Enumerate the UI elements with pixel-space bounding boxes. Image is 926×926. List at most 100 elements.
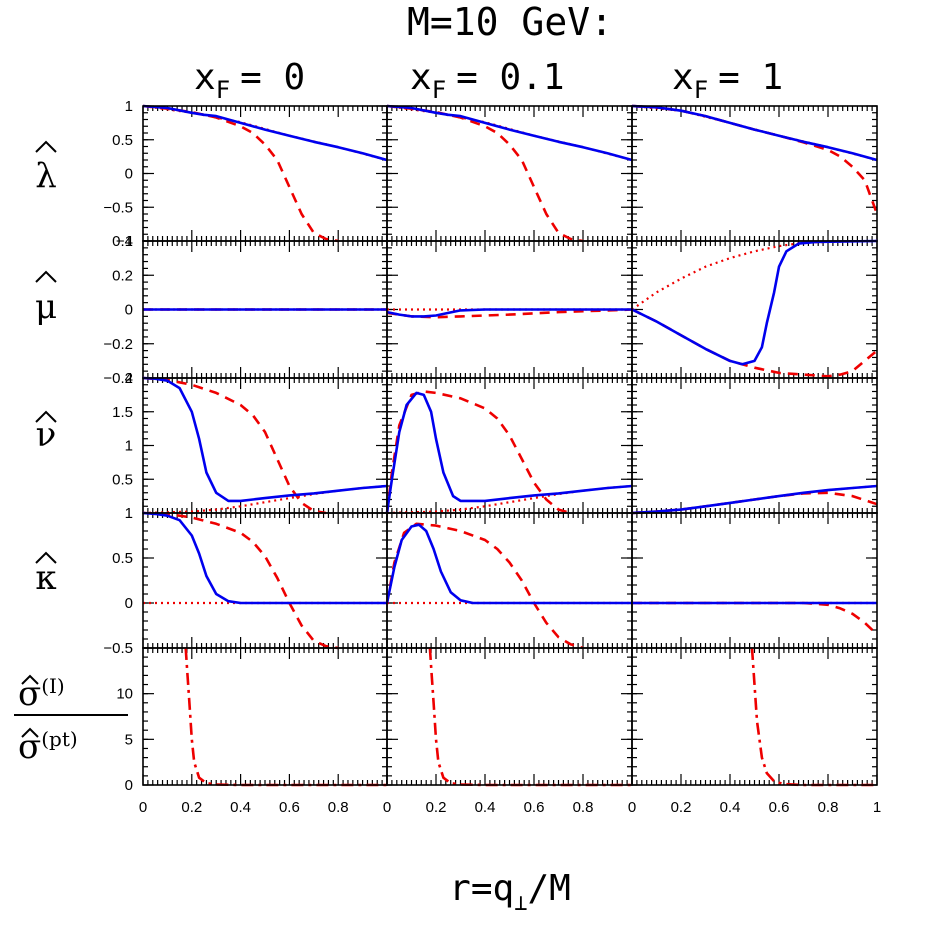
y-tick-label: −0.5 <box>103 199 133 216</box>
curve-dotted <box>386 104 633 162</box>
curve-dotted <box>631 104 878 162</box>
curve-solid <box>631 104 878 162</box>
curve-dotted <box>631 239 878 311</box>
y-tick-label: 0.4 <box>112 233 133 250</box>
curve-dashed <box>142 104 339 243</box>
row-glyph: λ <box>35 156 57 196</box>
x-tick-label: 0.6 <box>524 799 545 816</box>
column-label: x <box>194 57 216 98</box>
panel-undefined-2 <box>631 377 878 515</box>
curve-dashdot <box>184 647 387 787</box>
row-label-mu: μ <box>35 270 57 327</box>
panel-frame <box>631 105 878 242</box>
x-tick-label: 0.6 <box>279 799 300 816</box>
y-tick-label: 10 <box>116 686 133 703</box>
column-header-0: xF = 0 <box>194 57 305 104</box>
panel-undefined-2 <box>631 104 879 242</box>
curve-dotted <box>142 484 388 515</box>
panel-frame <box>386 377 633 514</box>
svg-text:xF= 1: xF = 1 <box>672 57 783 104</box>
column-header-1: xF = 0.1 <box>410 57 565 104</box>
curve-dashdot <box>428 647 632 787</box>
column-value: = 1 <box>718 57 783 98</box>
x-tick-label: 0.4 <box>720 799 741 816</box>
y-tick-label: 2 <box>125 370 133 387</box>
hat-mark <box>21 674 39 685</box>
panel-undefined-2 <box>631 512 878 649</box>
curve-solid <box>386 308 632 318</box>
x-tick-label: 0 <box>383 799 391 816</box>
x-tick-label: 0 <box>628 799 636 816</box>
column-label: x <box>672 57 694 98</box>
panel-frame <box>386 105 633 242</box>
y-tick-label: 0 <box>125 777 133 794</box>
x-tick-label: 1 <box>873 799 881 816</box>
curve-dashed <box>386 104 584 243</box>
y-tick-label: 0 <box>125 302 133 319</box>
y-tick-label: 0 <box>125 166 133 183</box>
row-label-kappa: κ <box>35 551 57 598</box>
row-glyph: κ <box>35 558 56 598</box>
sigma-glyph: σ <box>18 674 41 714</box>
row-glyph: ν <box>36 415 57 455</box>
curve-dashed <box>142 511 339 650</box>
panel-frame <box>631 512 878 649</box>
x-tick-label: 0.4 <box>230 799 251 816</box>
column-sub: F <box>432 76 446 104</box>
panel-frame <box>631 240 878 379</box>
y-tick-label: −0.2 <box>103 336 133 353</box>
x-tick-label: 0 <box>139 799 147 816</box>
column-value: = 0 <box>240 57 305 98</box>
svg-text:xF= 0.1: xF = 0.1 <box>410 57 565 104</box>
curve-dashed <box>385 522 584 650</box>
denominator: σ(pt) <box>18 727 78 767</box>
panel-undefined-2 <box>631 239 878 379</box>
y-tick-label: −0.5 <box>103 640 133 657</box>
panel-frame <box>142 105 388 242</box>
column-sub: F <box>216 76 230 104</box>
column-value: = 0.1 <box>456 57 564 98</box>
numerator: σ(I) <box>18 674 65 714</box>
x-tick-label: 0.6 <box>769 799 790 816</box>
curve-dotted <box>386 484 633 515</box>
column-sub: F <box>694 76 708 104</box>
y-tick-label: 0.5 <box>112 132 133 149</box>
panel-undefined-0 <box>142 511 388 650</box>
x-tick-label: 0.2 <box>426 799 447 816</box>
panel-frame <box>386 647 633 786</box>
panel-undefined-0 <box>142 376 388 515</box>
y-tick-label: −0.4 <box>103 370 133 387</box>
sigma-glyph: σ <box>18 727 41 767</box>
curve-dashed <box>631 308 878 378</box>
panel-frame <box>142 512 388 649</box>
panel-frame <box>631 647 878 786</box>
panel-frame <box>142 647 388 786</box>
panel-undefined-0 <box>142 104 388 243</box>
figure-title: M=10 GeV: <box>407 0 613 44</box>
panel-frame <box>142 377 388 514</box>
y-tick-label: 0.2 <box>112 267 133 284</box>
panel-undefined-0 <box>142 240 388 379</box>
curve-dotted <box>142 104 388 162</box>
y-tick-label: 1 <box>125 98 133 115</box>
panel-frame <box>631 377 878 514</box>
row-label-lambda: λ <box>35 140 57 196</box>
y-tick-label: 5 <box>125 731 133 748</box>
svg-text:xF= 0: xF = 0 <box>194 57 305 104</box>
y-tick-label: 0.5 <box>112 550 133 567</box>
hat-mark <box>35 551 57 564</box>
row-label-sigma-ratio: σ(I) σ(pt) <box>14 674 128 767</box>
curve-dashed <box>632 601 878 636</box>
curve-solid <box>385 391 633 514</box>
panel-undefined-1 <box>386 647 633 787</box>
x-tick-label: 0.2 <box>671 799 692 816</box>
y-tick-label: −1 <box>116 233 133 250</box>
y-tick-label: 0.5 <box>112 471 133 488</box>
curve-dashdot <box>750 647 877 787</box>
curve-solid <box>385 523 632 605</box>
y-tick-label: 1.5 <box>112 404 133 421</box>
y-tick-label: 1 <box>125 505 133 522</box>
panel-undefined-0 <box>142 647 388 787</box>
panel-undefined-1 <box>386 104 633 243</box>
